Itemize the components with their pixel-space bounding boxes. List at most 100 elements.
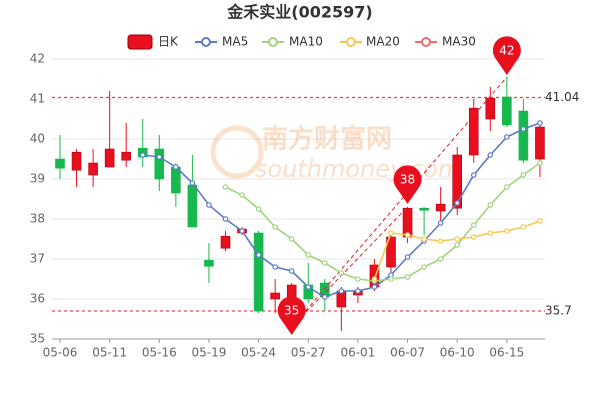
ma-point <box>487 152 494 158</box>
legend-swatch <box>346 37 356 47</box>
watermark-logo <box>210 125 264 179</box>
y-tick-label: 41 <box>30 92 45 106</box>
ma-point <box>454 200 461 206</box>
x-tick-label: 05-16 <box>142 346 177 360</box>
ma-point <box>272 264 278 270</box>
pin-marker <box>393 165 422 204</box>
ma-point <box>520 172 527 178</box>
ma-point <box>537 160 543 166</box>
ma-point <box>173 164 179 170</box>
ma-point <box>222 184 229 190</box>
pin-marker <box>277 296 306 335</box>
ma-point <box>537 218 543 224</box>
ma-point <box>321 260 328 266</box>
ma-point <box>239 192 245 198</box>
y-tick-label: 35 <box>30 332 45 346</box>
ma-point <box>437 256 444 262</box>
pin-marker <box>492 36 521 75</box>
legend-label: MA5 <box>222 35 248 49</box>
x-tick-label: 05-19 <box>192 346 227 360</box>
ma-point <box>355 276 361 282</box>
ma-point <box>404 254 411 260</box>
ma-point <box>206 202 212 208</box>
ma-point <box>404 232 411 238</box>
candle-body <box>253 232 264 312</box>
legend-label: MA10 <box>289 35 323 49</box>
watermark-text: 南方财富网 <box>262 124 392 155</box>
candle-body <box>535 126 545 160</box>
ma-point <box>470 222 477 228</box>
ma-point <box>454 242 461 248</box>
ma-point <box>437 238 444 244</box>
y-tick-label: 37 <box>30 252 45 266</box>
ma-point <box>371 276 378 282</box>
y-tick-label: 40 <box>30 132 45 146</box>
y-tick-label: 38 <box>30 212 45 226</box>
y-tick-label: 39 <box>30 172 45 186</box>
ma-point <box>222 216 229 222</box>
ma-point <box>388 230 394 236</box>
ma-point <box>272 224 278 230</box>
x-tick-label: 06-10 <box>440 346 475 360</box>
legend-label: MA20 <box>366 35 400 49</box>
ma-point <box>520 224 527 230</box>
ma-point <box>305 284 312 290</box>
x-tick-label: 06-15 <box>489 346 524 360</box>
x-tick-label: 05-11 <box>92 346 127 360</box>
ma-point <box>404 274 411 280</box>
candle-body <box>502 96 512 126</box>
trend-line <box>291 76 508 328</box>
ma-point <box>371 284 378 290</box>
y-tick-label: 36 <box>30 292 45 306</box>
candle-body <box>452 154 463 209</box>
ma-point <box>504 134 510 140</box>
x-tick-label: 05-27 <box>291 346 326 360</box>
ma-point <box>355 288 361 294</box>
ma-point <box>338 288 345 294</box>
ma-point <box>288 268 295 274</box>
reference-label: 41.04 <box>545 90 579 104</box>
ma-point <box>239 228 245 234</box>
candle-body <box>468 107 479 156</box>
ma-point <box>156 154 163 160</box>
candle-body <box>187 184 198 228</box>
candle-body <box>435 203 446 212</box>
x-tick-label: 06-07 <box>390 346 425 360</box>
pin-label: 38 <box>400 173 415 187</box>
legend-label: MA30 <box>442 35 476 49</box>
ma-point <box>487 230 494 236</box>
legend-label: 日K <box>158 35 179 49</box>
candle-body <box>386 236 396 268</box>
ma-point <box>520 126 527 132</box>
candle-body <box>88 162 98 176</box>
x-tick-label: 05-06 <box>43 346 78 360</box>
legend-swatch <box>127 34 153 50</box>
ma-point <box>388 276 394 282</box>
candle-body <box>270 292 280 300</box>
ma-point <box>504 228 510 234</box>
candle-body <box>419 207 429 211</box>
ma-point <box>421 264 427 270</box>
pin-label: 42 <box>499 44 514 58</box>
ma-point <box>338 270 345 276</box>
candle-body <box>220 235 231 249</box>
ma-point <box>255 252 262 258</box>
candle-body <box>104 148 115 168</box>
ma-line <box>225 162 541 282</box>
candle-body <box>204 259 214 267</box>
ma-point <box>321 294 328 300</box>
reference-label: 35.7 <box>545 304 572 318</box>
ma-point <box>189 180 196 186</box>
x-tick-label: 06-01 <box>340 346 375 360</box>
candle-body <box>71 151 82 171</box>
ma-point <box>288 236 295 242</box>
ma-point <box>437 220 444 226</box>
pin-label: 35 <box>284 304 299 318</box>
ma-point <box>255 206 262 212</box>
y-tick-label: 42 <box>30 52 45 66</box>
ma-point <box>487 202 494 208</box>
ma-point <box>139 152 146 158</box>
ma-line <box>373 220 541 280</box>
legend-swatch <box>268 37 278 47</box>
